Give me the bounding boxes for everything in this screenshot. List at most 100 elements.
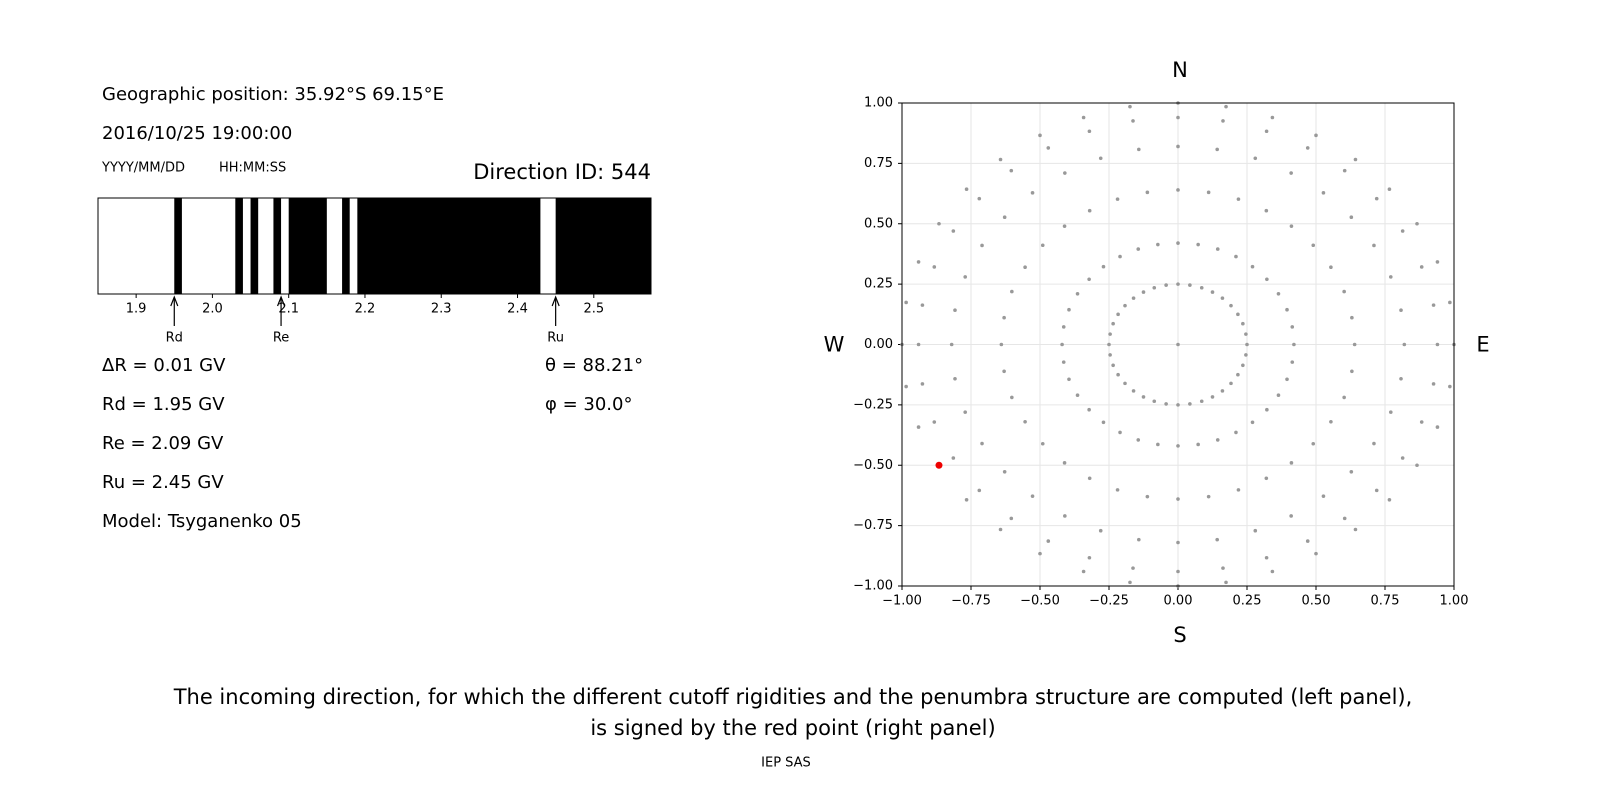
direction-point bbox=[1040, 243, 1045, 248]
direction-point bbox=[1075, 393, 1080, 398]
direction-point bbox=[1107, 342, 1111, 347]
direction-point bbox=[1081, 569, 1086, 574]
direction-point bbox=[1176, 497, 1180, 501]
info-line: Rd = 1.95 GV bbox=[102, 394, 225, 415]
direction-point bbox=[977, 196, 982, 201]
caption-line: is signed by the red point (right panel) bbox=[590, 716, 995, 740]
direction-point bbox=[1236, 197, 1241, 201]
direction-point bbox=[963, 410, 968, 414]
direction-point bbox=[1321, 494, 1326, 498]
direction-point bbox=[1176, 403, 1180, 407]
direction-point bbox=[1115, 197, 1120, 201]
direction-point bbox=[1448, 384, 1452, 389]
cutoff-label: Ru bbox=[547, 331, 564, 346]
direction-point bbox=[1264, 555, 1269, 560]
direction-point bbox=[1123, 303, 1127, 308]
direction-point bbox=[1244, 332, 1248, 336]
direction-point bbox=[999, 342, 1004, 347]
direction-point bbox=[1087, 129, 1092, 134]
direction-point bbox=[1101, 420, 1106, 425]
direction-point bbox=[1290, 325, 1295, 329]
direction-point bbox=[1038, 133, 1042, 138]
direction-point bbox=[1448, 300, 1452, 305]
direction-point bbox=[1276, 291, 1281, 296]
x-tick-label: 0.25 bbox=[1233, 594, 1262, 609]
compass-label: E bbox=[1476, 333, 1489, 357]
direction-point bbox=[1176, 569, 1180, 574]
direction-point bbox=[1270, 569, 1275, 574]
direction-point bbox=[1342, 516, 1347, 521]
direction-point bbox=[1141, 395, 1146, 399]
direction-point bbox=[977, 488, 982, 493]
forbidden-band bbox=[273, 198, 282, 294]
x-tick-label: −1.00 bbox=[882, 594, 922, 609]
direction-point bbox=[1199, 285, 1204, 290]
direction-point bbox=[963, 275, 968, 279]
direction-point bbox=[1164, 283, 1168, 287]
geo-position: Geographic position: 35.92°S 69.15°E bbox=[102, 84, 444, 105]
direction-point bbox=[1270, 115, 1275, 120]
direction-point bbox=[1062, 224, 1067, 228]
direction-point bbox=[1289, 171, 1293, 175]
direction-point bbox=[1221, 119, 1225, 123]
direction-point bbox=[1342, 289, 1346, 294]
direction-point bbox=[1311, 441, 1316, 446]
direction-point bbox=[1067, 307, 1071, 312]
direction-point bbox=[1152, 285, 1157, 290]
direction-point bbox=[1176, 115, 1180, 120]
direction-point bbox=[1196, 242, 1200, 247]
direction-point bbox=[1156, 442, 1160, 447]
x-tick-label: 2.1 bbox=[278, 302, 299, 317]
direction-point bbox=[1400, 456, 1405, 460]
direction-point bbox=[1136, 438, 1141, 442]
direction-point bbox=[1250, 264, 1255, 269]
direction-point bbox=[1098, 156, 1103, 161]
direction-point bbox=[1188, 402, 1192, 406]
direction-point bbox=[1087, 476, 1092, 481]
direction-point bbox=[916, 425, 921, 429]
angle-line: θ = 88.21° bbox=[545, 355, 643, 376]
direction-point bbox=[1292, 342, 1296, 347]
y-tick-label: 1.00 bbox=[864, 96, 893, 111]
direction-point bbox=[1349, 469, 1354, 474]
direction-point bbox=[1108, 332, 1112, 336]
direction-point bbox=[1229, 303, 1233, 308]
direction-point bbox=[1206, 190, 1211, 195]
direction-point bbox=[932, 420, 937, 424]
direction-point bbox=[1118, 430, 1122, 435]
direction-point bbox=[1264, 476, 1269, 481]
direction-point bbox=[1123, 381, 1127, 386]
forbidden-band bbox=[357, 198, 541, 294]
direction-point bbox=[1009, 516, 1014, 521]
direction-point bbox=[1101, 264, 1106, 269]
direction-point bbox=[980, 243, 984, 248]
forbidden-band bbox=[555, 198, 651, 294]
x-tick-label: 2.3 bbox=[431, 302, 452, 317]
direction-point bbox=[1040, 441, 1045, 446]
direction-point bbox=[1145, 190, 1150, 195]
direction-point bbox=[1023, 265, 1027, 270]
direction-point bbox=[1236, 488, 1241, 492]
direction-point bbox=[904, 300, 908, 305]
direction-point bbox=[1081, 115, 1086, 120]
direction-point bbox=[904, 384, 908, 389]
cutoff-label: Rd bbox=[166, 331, 183, 346]
forbidden-band bbox=[250, 198, 259, 294]
direction-point bbox=[1087, 277, 1091, 282]
info-line: ΔR = 0.01 GV bbox=[102, 355, 226, 376]
direction-point bbox=[1305, 539, 1310, 543]
direction-point bbox=[1350, 369, 1354, 374]
y-tick-label: 0.75 bbox=[864, 156, 893, 171]
y-tick-label: 0.00 bbox=[864, 337, 893, 352]
direction-point bbox=[1290, 360, 1295, 364]
direction-point bbox=[1137, 147, 1141, 152]
arrow-head bbox=[277, 295, 286, 307]
time-format: HH:MM:SS bbox=[219, 161, 286, 176]
direction-point bbox=[1289, 224, 1294, 228]
forbidden-band bbox=[288, 198, 327, 294]
direction-point bbox=[1111, 363, 1115, 368]
direction-point bbox=[1419, 420, 1424, 424]
direction-point bbox=[1352, 342, 1357, 347]
direction-point bbox=[1372, 243, 1376, 248]
